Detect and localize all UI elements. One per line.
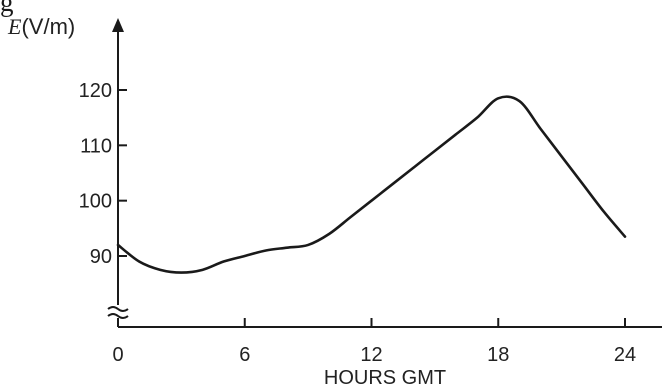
- y-axis-label: E(V/m): [7, 14, 75, 39]
- axes-layer: [107, 18, 662, 328]
- axis-break-mark-upper: [107, 306, 129, 312]
- series-layer: [116, 95, 627, 274]
- x-tick-label-0: 0: [112, 344, 123, 366]
- y-axis-symbol: E: [7, 14, 22, 39]
- x-tick-label-24: 24: [614, 344, 636, 366]
- x-tick-label-6: 6: [239, 344, 250, 366]
- y-tick-label-110: 110: [80, 135, 112, 157]
- x-tick-label-12: 12: [360, 344, 382, 366]
- x-axis-label: HOURS GMT: [324, 367, 446, 387]
- axis-break-mark-lower: [107, 313, 129, 319]
- y-tick-label-120: 120: [79, 80, 112, 102]
- y-axis-unit: (V/m): [21, 14, 75, 39]
- y-axis-arrow: [112, 18, 124, 32]
- y-tick-label-100: 100: [79, 191, 112, 213]
- x-tick-label-18: 18: [487, 344, 509, 366]
- cropped-caption-text: g: [0, 0, 14, 17]
- series-line-electric-field: [116, 95, 627, 274]
- ticks-layer: 90 100 110 120 0 6 12 18 24: [79, 80, 637, 366]
- y-tick-label-90: 90: [90, 246, 112, 268]
- labels-layer: E(V/m) HOURS GMT: [7, 14, 446, 389]
